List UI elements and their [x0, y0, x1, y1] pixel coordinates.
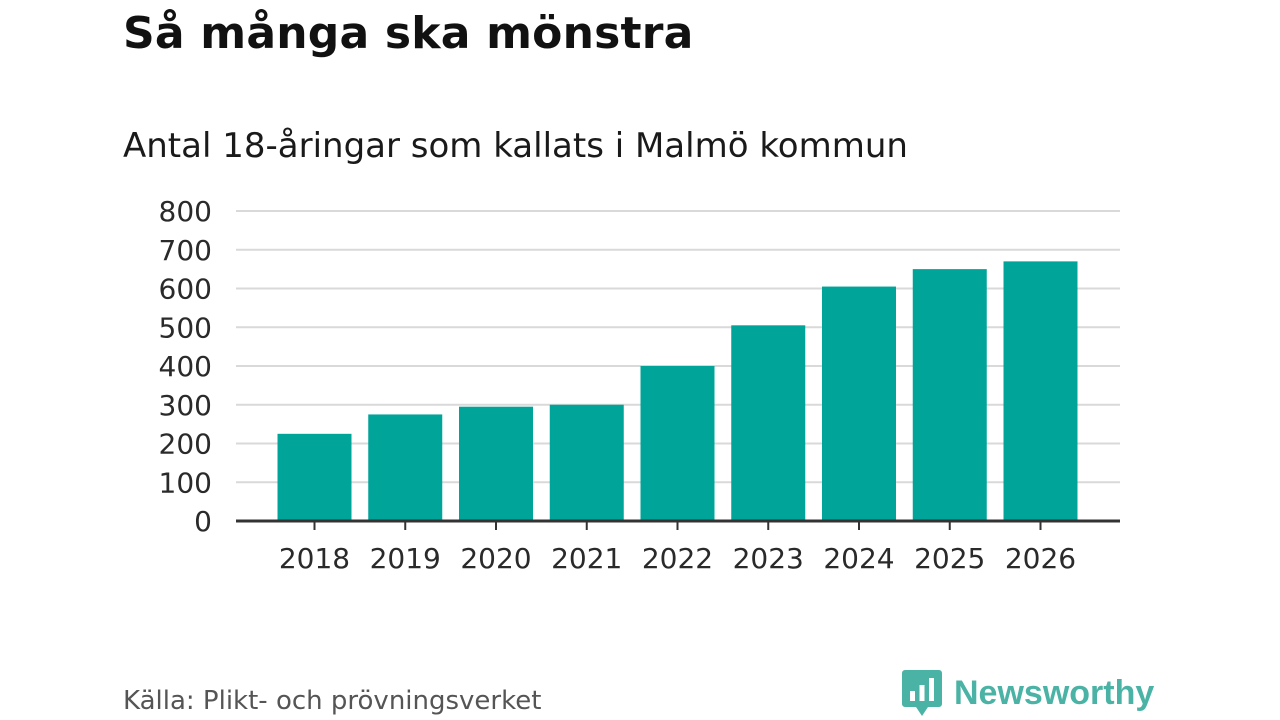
y-tick-label: 100 [159, 466, 212, 499]
x-tick-label: 2024 [823, 542, 894, 575]
bar-2022 [640, 366, 715, 521]
bar-2021 [549, 404, 624, 521]
bar-2023 [731, 325, 806, 521]
y-tick-label: 0 [194, 505, 212, 538]
x-tick-label: 2026 [1005, 542, 1076, 575]
x-tick-label: 2021 [551, 542, 622, 575]
x-tick-label: 2019 [370, 542, 441, 575]
bar-2026 [1003, 261, 1078, 521]
bar-2019 [368, 414, 443, 521]
chart-subtitle: Antal 18-åringar som kallats i Malmö kom… [123, 126, 908, 166]
x-tick-label: 2023 [733, 542, 804, 575]
brand-name: Newsworthy [954, 673, 1155, 712]
axes: 0 100 200 300 400 500 600 700 800 2018 2019 2020 202… [159, 195, 1120, 575]
bar-2018 [277, 433, 352, 521]
y-tick-label: 700 [159, 234, 212, 267]
x-tick-label: 2025 [914, 542, 985, 575]
y-tick-label: 500 [159, 311, 212, 344]
bar-series [277, 261, 1078, 521]
bar-2020 [459, 406, 533, 521]
x-tick-label: 2018 [279, 542, 350, 575]
source-note: Källa: Plikt- och prövningsverket [123, 686, 542, 716]
x-tick-label: 2022 [642, 542, 713, 575]
bar-chart-speech-bubble-icon [902, 670, 942, 716]
y-tick-label: 200 [159, 428, 212, 461]
chart-title: Så många ska mönstra [123, 8, 694, 59]
y-tick-label: 800 [159, 195, 212, 228]
brand-logo: Newsworthy [902, 668, 1154, 718]
y-tick-label: 300 [159, 389, 212, 422]
x-tick-label: 2020 [460, 542, 531, 575]
y-tick-label: 400 [159, 350, 212, 383]
bar-2025 [912, 269, 987, 521]
y-tick-label: 600 [159, 273, 212, 306]
bar-2024 [822, 286, 896, 521]
